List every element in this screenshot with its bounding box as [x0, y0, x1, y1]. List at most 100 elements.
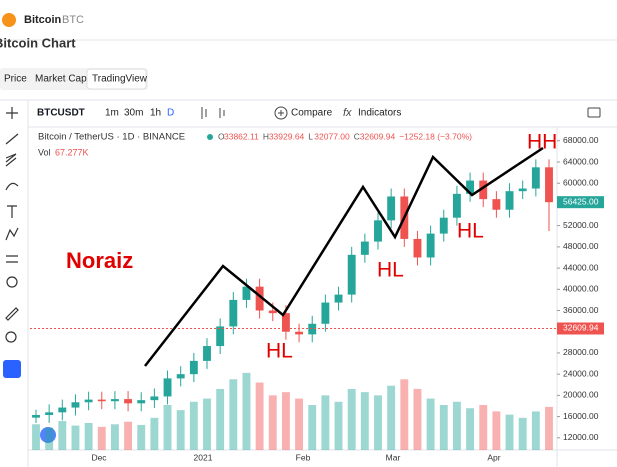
compare-button[interactable]: Compare: [291, 108, 333, 119]
volume-bar: [413, 388, 422, 450]
candle-body: [387, 196, 396, 221]
candle-body: [360, 241, 369, 255]
magnet-tool[interactable]: [3, 360, 21, 378]
candle-body: [242, 286, 251, 300]
candle-body: [452, 193, 461, 218]
volume-bar: [505, 414, 514, 450]
line-tool[interactable]: [5, 133, 19, 145]
tab[interactable]: Price: [4, 74, 27, 85]
ohlc-key: L: [308, 131, 313, 141]
ohlc-key: O: [218, 131, 225, 141]
price-badge: [557, 322, 604, 335]
candle-body: [334, 294, 343, 303]
measure-tool[interactable]: [5, 307, 19, 321]
candle-body: [163, 378, 172, 397]
ohlc-key: C: [354, 131, 360, 141]
pattern-tool[interactable]: [5, 227, 19, 241]
symbol-name: Bitcoin / TetherUS · 1D · BINANCE: [38, 132, 185, 143]
ticker[interactable]: BTCUSDT: [37, 108, 85, 119]
volume-bar: [110, 424, 119, 450]
candle-body: [189, 360, 198, 375]
candle-body: [203, 346, 211, 361]
author-label: Noraiz: [66, 248, 133, 273]
interval[interactable]: 1m: [105, 108, 119, 119]
volume-bar: [295, 398, 304, 450]
volume-value: 67.277K: [55, 147, 89, 157]
volume-bar: [479, 405, 488, 450]
text-tool[interactable]: [7, 205, 17, 218]
candle-body: [45, 412, 54, 415]
fib-tool[interactable]: [5, 153, 17, 167]
y-tick-label: 52000.00: [563, 220, 599, 230]
chart-type-icons: [201, 106, 601, 120]
brush-tool[interactable]: [5, 182, 19, 191]
candle-body: [439, 217, 448, 234]
volume-bar: [308, 405, 317, 450]
y-tick-label: 28000.00: [563, 347, 599, 357]
volume-bar: [545, 406, 553, 450]
interval[interactable]: 1h: [150, 108, 161, 119]
indicators-button[interactable]: Indicators: [358, 108, 401, 119]
ohlc-key: H: [263, 131, 269, 141]
volume-bar: [426, 398, 435, 450]
crosshair-tool[interactable]: [6, 107, 18, 119]
candle-body: [426, 233, 435, 258]
y-tick-label: 60000.00: [563, 177, 599, 187]
volume-bar: [216, 388, 225, 450]
volume-bar: [163, 405, 172, 450]
candle-body: [71, 402, 80, 408]
zoom-tool[interactable]: [5, 331, 17, 343]
volume-bar: [531, 411, 540, 450]
candle-body: [492, 199, 501, 210]
candle-body: [176, 374, 185, 379]
volume-bar: [492, 411, 501, 450]
market-status: [207, 134, 213, 140]
candle-body: [124, 399, 133, 404]
candle-body: [308, 323, 317, 335]
tv-logo: [40, 427, 56, 443]
y-tick-label: 36000.00: [563, 305, 599, 315]
volume-bar: [32, 424, 40, 450]
volume-bar: [360, 392, 369, 450]
indicator-icon: fx: [343, 107, 352, 119]
price-badge-label: 32609.94: [563, 323, 599, 333]
volume-bar: [242, 372, 251, 450]
candle-body: [479, 180, 488, 200]
volume-bar: [321, 395, 330, 450]
candle-body: [32, 414, 40, 418]
volume-bar: [203, 398, 211, 450]
tab[interactable]: TradingView: [92, 74, 148, 85]
prediction-tool[interactable]: [6, 255, 18, 263]
x-tick-label: Dec: [91, 452, 107, 462]
pattern-label: HL: [266, 340, 293, 363]
y-tick-label: 20000.00: [563, 390, 599, 400]
candle-body: [518, 188, 527, 192]
coin-symbol: BTC: [62, 14, 84, 26]
y-tick-label: 44000.00: [563, 262, 599, 272]
y-tick-label: 48000.00: [563, 241, 599, 251]
candle-body: [58, 407, 67, 413]
interval[interactable]: 30m: [124, 108, 143, 119]
candle-body: [216, 326, 225, 347]
candle-body: [321, 302, 330, 324]
volume-bar: [58, 421, 67, 450]
ohlc-value: 32609.94: [360, 131, 396, 141]
volume-bar: [71, 425, 80, 450]
x-tick-label: Mar: [386, 452, 401, 462]
candle-body: [413, 238, 422, 258]
tab-selected-bg: [86, 68, 147, 90]
volume-bar: [387, 385, 396, 450]
tab[interactable]: Market Cap: [35, 74, 87, 85]
coin-name: Bitcoin: [24, 14, 62, 26]
zigzag-drawing: [144, 146, 544, 367]
volume-bar: [229, 379, 238, 450]
y-tick-label: 24000.00: [563, 368, 599, 378]
volume-bar: [176, 410, 185, 450]
ohlc-value: 32077.00: [314, 131, 350, 141]
y-tick-label: 16000.00: [563, 411, 599, 421]
interval-selected[interactable]: D: [167, 108, 174, 119]
y-tick-label: 40000.00: [563, 284, 599, 294]
icon-tool[interactable]: [6, 276, 18, 288]
y-tick-label: 12000.00: [563, 432, 599, 442]
